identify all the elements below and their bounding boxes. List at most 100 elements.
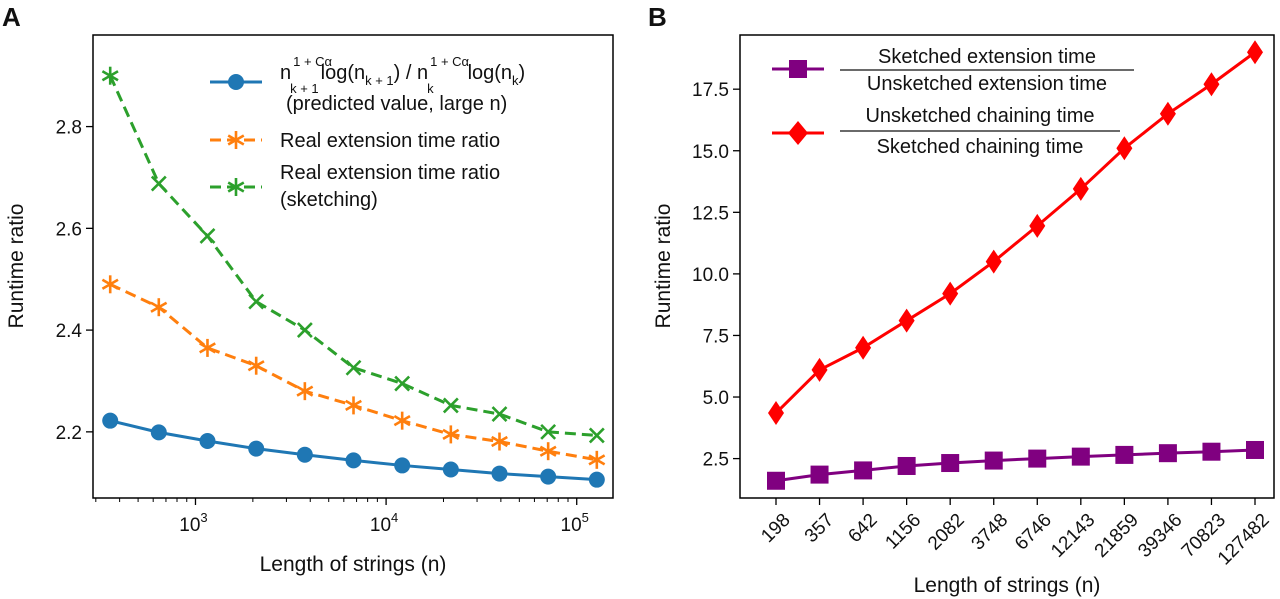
data-point-chaining	[1203, 72, 1220, 97]
x-tick-label: 39346	[1134, 510, 1186, 562]
panel-b-ticks: 2.5 5.0 7.5 10.0 12.5 15.0 17.5 198 357 642 115620…	[692, 80, 1274, 569]
data-point-sketched	[854, 461, 873, 480]
data-point-chaining	[1029, 213, 1046, 238]
data-point-sketched	[1158, 444, 1177, 463]
data-point-sketched	[1028, 449, 1047, 468]
data-point-sketched	[897, 456, 916, 475]
data-point-chaining	[1247, 40, 1263, 65]
data-point-predicted	[491, 465, 508, 482]
data-point-sketched	[767, 471, 785, 490]
data-point-real	[199, 338, 216, 357]
y-tick-label: 10.0	[692, 265, 729, 286]
x-tick-label: 104	[370, 510, 398, 536]
legend-marker-chaining	[788, 121, 808, 145]
x-tick-label: 12143	[1047, 510, 1099, 562]
data-point-predicted	[588, 471, 605, 488]
data-point-sketch	[491, 406, 508, 422]
legend-item-sketch: Real extension time ratio (sketching)	[210, 162, 500, 211]
legend-star-sketch-stroke	[227, 181, 245, 193]
legend-label-sketch: Real extension time ratio	[280, 162, 500, 184]
formula-log2-sub: k	[512, 73, 519, 88]
data-point-sketched	[1202, 442, 1221, 461]
data-point-sketch	[296, 322, 313, 339]
data-point-real-stroke	[247, 360, 265, 372]
data-point-sketch-stroke	[540, 423, 557, 440]
data-point-sketch	[199, 228, 216, 244]
formula-log1: log(n	[321, 62, 365, 84]
formula-sup2: 1 + Cα	[430, 54, 469, 69]
data-point-sketch-stroke	[394, 375, 411, 392]
data-point-chaining	[1072, 176, 1089, 201]
data-point-chaining	[985, 249, 1002, 274]
data-point-real-stroke	[296, 385, 314, 397]
data-point-sketched	[1115, 445, 1134, 464]
panel-b-x-axis-label: Length of strings (n)	[914, 574, 1101, 597]
data-point-chaining	[942, 281, 959, 306]
data-point-chaining	[1159, 101, 1176, 126]
data-point-predicted	[296, 446, 313, 463]
legend-marker-real	[227, 131, 245, 149]
legend-star-sketch	[227, 178, 245, 196]
formula-close1: ) / n	[394, 62, 428, 84]
panel-b-plot-area: 2.5 5.0 7.5 10.0 12.5 15.0 17.5 198 357 642 115620…	[692, 34, 1275, 569]
data-point-real-stroke	[539, 445, 557, 457]
panel-a-letter: A	[2, 2, 21, 32]
y-tick-label: 2.5	[703, 450, 729, 471]
data-point-sketch	[394, 375, 411, 392]
data-point-predicted	[102, 412, 119, 429]
y-tick-label: 2.8	[56, 118, 82, 139]
legend-marker-predicted	[228, 74, 244, 90]
data-point-real-stroke	[199, 342, 216, 354]
data-point-real	[442, 425, 460, 444]
panel-a-frame	[92, 34, 614, 499]
y-tick-label: 17.5	[692, 80, 729, 101]
legend-label-chaining-numerator: Unsketched chaining time	[865, 105, 1094, 127]
data-point-sketch-stroke	[345, 359, 362, 376]
data-point-sketched	[1246, 440, 1264, 459]
y-tick-label: 2.4	[56, 321, 83, 342]
y-tick-label: 2.2	[56, 423, 82, 444]
data-point-sketched	[810, 465, 829, 484]
data-point-sketch	[150, 175, 167, 192]
x-tick-label: 2082	[924, 510, 969, 555]
data-point-real	[247, 356, 265, 375]
legend-star-real	[227, 131, 245, 149]
data-point-chaining	[768, 401, 784, 426]
data-point-real-stroke	[393, 415, 411, 427]
legend-item-real: Real extension time ratio	[210, 130, 500, 152]
data-point-predicted	[540, 468, 557, 485]
panel-a: A 2.2 2.4 2.6 2.8 103 104 105 Length of string…	[2, 2, 614, 576]
data-point-real	[150, 298, 168, 317]
data-point-predicted	[442, 461, 459, 478]
panel-b-legend: Sketched extension time Unsketched exten…	[772, 46, 1134, 158]
legend-label-predicted-line2: (predicted value, large n)	[286, 93, 507, 115]
data-point-real-stroke	[442, 428, 460, 441]
data-point-predicted	[150, 424, 167, 441]
data-point-real	[393, 411, 411, 430]
legend-item-sketched: Sketched extension time Unsketched exten…	[772, 46, 1134, 95]
data-point-sketch	[442, 397, 459, 414]
data-point-real	[101, 275, 119, 294]
formula-sub2: k	[427, 81, 434, 96]
data-point-sketch	[540, 423, 557, 440]
panel-a-plot-area: 2.2 2.4 2.6 2.8 103 104 105	[56, 34, 614, 536]
legend-label-sketched-denominator: Unsketched extension time	[867, 73, 1107, 95]
panel-b-series	[767, 40, 1264, 490]
data-point-real-stroke	[150, 301, 168, 313]
legend-label-chaining-denominator: Sketched chaining time	[877, 136, 1084, 158]
data-point-real-stroke	[491, 435, 508, 448]
panel-b-frame	[739, 34, 1275, 499]
formula-log1-sub: k + 1	[365, 73, 394, 88]
data-point-chaining	[1116, 136, 1133, 161]
legend-label-sketched-numerator: Sketched extension time	[878, 46, 1096, 68]
data-point-real	[296, 382, 314, 401]
formula-close2: )	[519, 62, 526, 84]
panel-a-x-axis-label: Length of strings (n)	[260, 553, 447, 576]
formula-sup1: 1 + Cα	[293, 54, 332, 69]
legend-item-predicted: n1 + Cα k + 1log(nk + 1) / n1 + Cα klog(nk…	[210, 54, 525, 115]
data-point-sketch	[345, 359, 362, 376]
legend-label-sketch-line2: (sketching)	[280, 189, 378, 211]
data-point-sketch-stroke	[442, 397, 459, 414]
panel-b-letter: B	[648, 2, 667, 32]
data-point-real-stroke	[101, 278, 119, 290]
